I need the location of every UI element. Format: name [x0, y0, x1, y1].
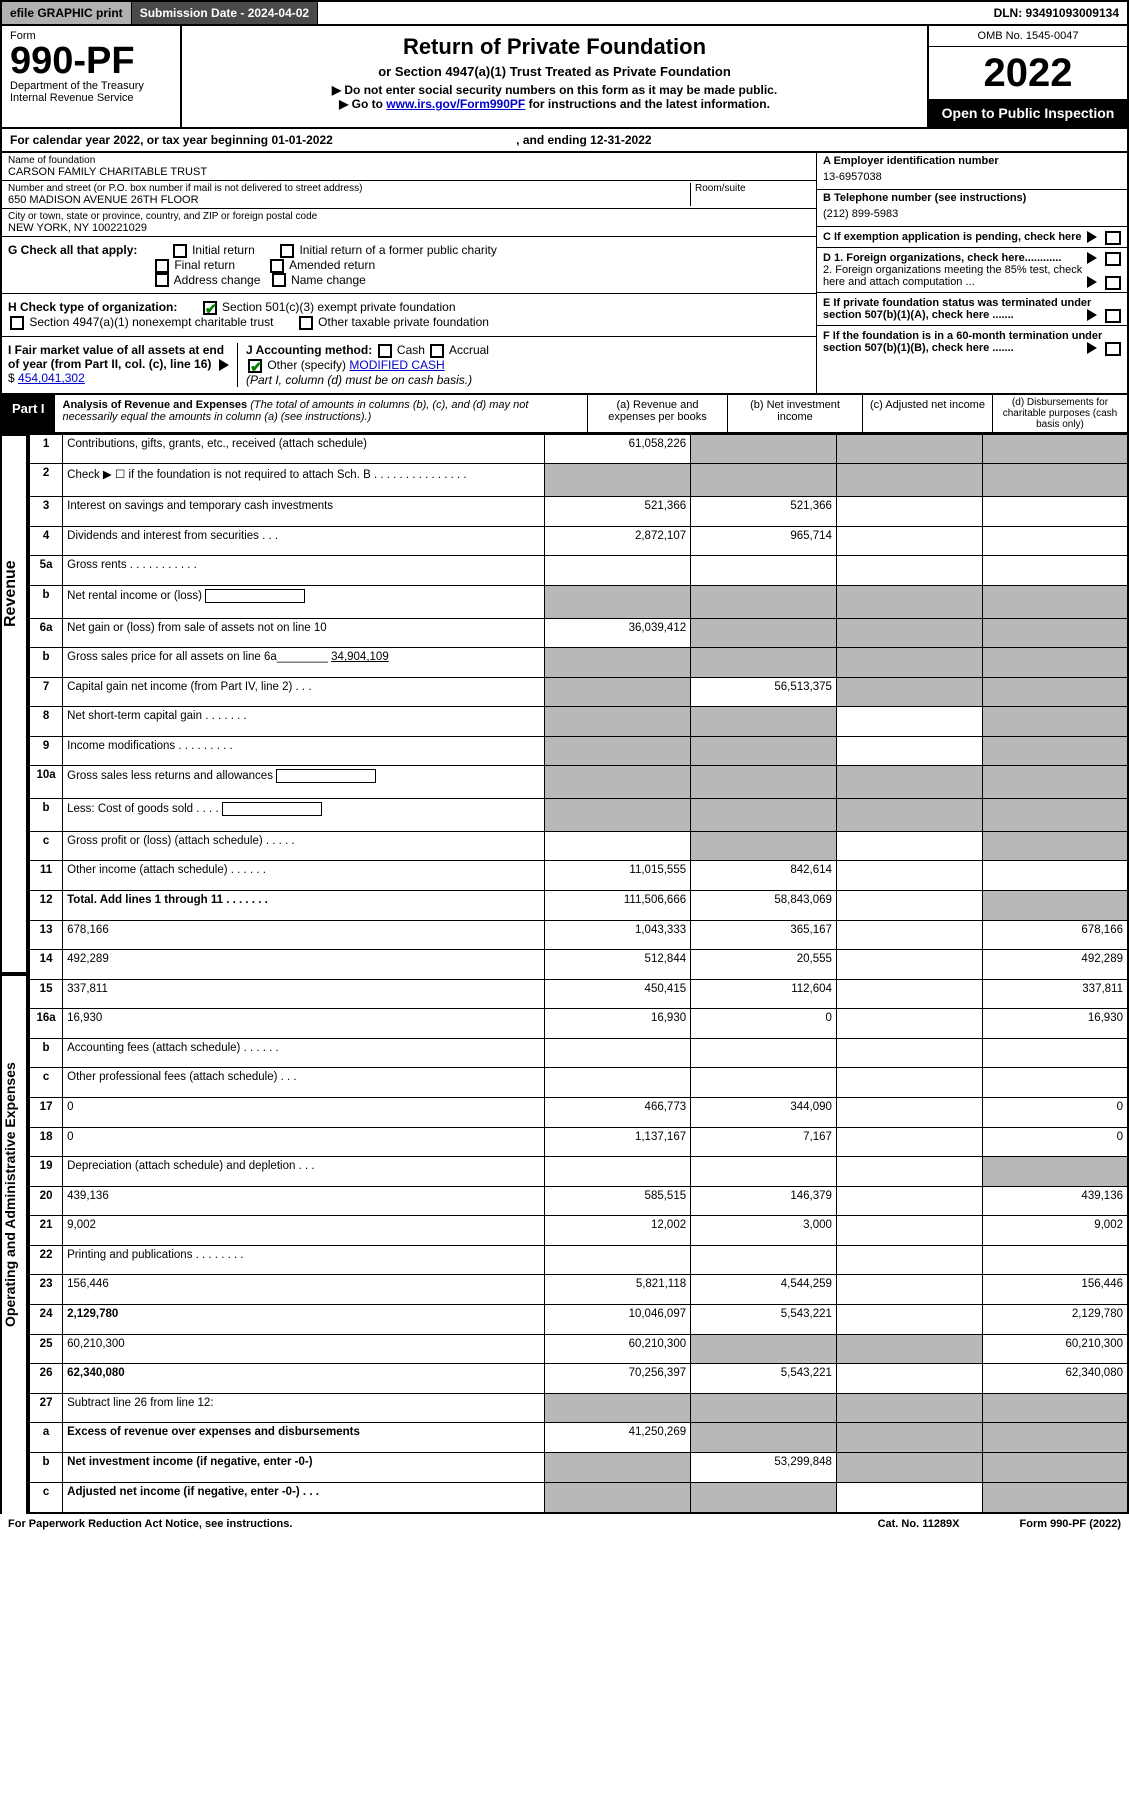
other-method-checkbox[interactable]: [248, 359, 262, 373]
section-h: H Check type of organization: Section 50…: [2, 294, 816, 337]
status-terminated-checkbox[interactable]: [1105, 309, 1121, 323]
form-ref: Form 990-PF (2022): [1020, 1518, 1121, 1530]
calendar-year-row: For calendar year 2022, or tax year begi…: [0, 129, 1129, 153]
form-header: Form 990-PF Department of the Treasury I…: [0, 26, 1129, 129]
dept-treasury: Department of the Treasury: [10, 80, 172, 92]
paperwork-notice: For Paperwork Reduction Act Notice, see …: [8, 1518, 292, 1530]
ssn-note: ▶ Do not enter social security numbers o…: [190, 83, 919, 97]
goto-note: ▶ Go to www.irs.gov/Form990PF for instru…: [190, 97, 919, 111]
501c3-checkbox[interactable]: [203, 301, 217, 315]
cash-checkbox[interactable]: [378, 344, 392, 358]
analysis-table: 1Contributions, gifts, grants, etc., rec…: [28, 434, 1129, 1514]
efile-label: efile GRAPHIC print: [2, 2, 132, 24]
irs-label: Internal Revenue Service: [10, 92, 172, 104]
foundation-name: CARSON FAMILY CHARITABLE TRUST: [8, 166, 810, 178]
section-c: C If exemption application is pending, c…: [823, 231, 1082, 243]
form-subtitle: or Section 4947(a)(1) Trust Treated as P…: [190, 64, 919, 79]
section-e: E If private foundation status was termi…: [823, 297, 1091, 321]
form-number: 990-PF: [10, 42, 172, 80]
ein-value: 13-6957038: [823, 167, 1121, 187]
open-inspection: Open to Public Inspection: [929, 99, 1127, 127]
section-i-j: I Fair market value of all assets at end…: [2, 337, 816, 393]
accrual-checkbox[interactable]: [430, 344, 444, 358]
other-method-value[interactable]: MODIFIED CASH: [349, 358, 444, 372]
telephone-value: (212) 899-5983: [823, 204, 1121, 224]
irs-link[interactable]: www.irs.gov/Form990PF: [386, 97, 525, 111]
street-address: 650 MADISON AVENUE 26TH FLOOR: [8, 194, 690, 206]
top-bar: efile GRAPHIC print Submission Date - 20…: [0, 0, 1129, 26]
submission-date: Submission Date - 2024-04-02: [132, 2, 318, 24]
name-change-checkbox[interactable]: [272, 273, 286, 287]
initial-former-checkbox[interactable]: [280, 244, 294, 258]
part1-header: Part I Analysis of Revenue and Expenses …: [0, 395, 1129, 434]
foreign-org-checkbox[interactable]: [1105, 252, 1121, 266]
main-table-wrap: Revenue Operating and Administrative Exp…: [0, 434, 1129, 1514]
60month-checkbox[interactable]: [1105, 342, 1121, 356]
exemption-pending-checkbox[interactable]: [1105, 231, 1121, 245]
section-d2: 2. Foreign organizations meeting the 85%…: [823, 264, 1082, 288]
arrow-icon: [219, 359, 229, 371]
fmv-amount[interactable]: 454,041,302: [18, 371, 85, 385]
final-return-checkbox[interactable]: [155, 259, 169, 273]
section-g: G Check all that apply: Initial return I…: [2, 237, 816, 294]
col-d-header: (d) Disbursements for charitable purpose…: [992, 395, 1127, 432]
section-f: F If the foundation is in a 60-month ter…: [823, 330, 1102, 354]
catalog-number: Cat. No. 11289X: [878, 1518, 960, 1530]
4947a1-checkbox[interactable]: [10, 316, 24, 330]
omb-number: OMB No. 1545-0047: [929, 26, 1127, 47]
other-taxable-checkbox[interactable]: [299, 316, 313, 330]
city-state-zip: NEW YORK, NY 100221029: [8, 222, 810, 234]
foreign-85-checkbox[interactable]: [1105, 276, 1121, 290]
tax-year: 2022: [929, 47, 1127, 99]
expenses-section-label: Operating and Administrative Expenses: [0, 974, 28, 1514]
initial-return-checkbox[interactable]: [173, 244, 187, 258]
form-title: Return of Private Foundation: [190, 34, 919, 60]
dln-label: DLN: 93491093009134: [986, 2, 1127, 24]
section-d1: D 1. Foreign organizations, check here..…: [823, 252, 1061, 264]
address-change-checkbox[interactable]: [155, 273, 169, 287]
col-b-header: (b) Net investment income: [727, 395, 862, 432]
org-info-grid: Name of foundationCARSON FAMILY CHARITAB…: [0, 153, 1129, 395]
col-c-header: (c) Adjusted net income: [862, 395, 992, 432]
amended-return-checkbox[interactable]: [270, 259, 284, 273]
page-footer: For Paperwork Reduction Act Notice, see …: [0, 1514, 1129, 1534]
col-a-header: (a) Revenue and expenses per books: [587, 395, 727, 432]
part1-label: Part I: [2, 395, 55, 432]
revenue-section-label: Revenue: [0, 434, 28, 974]
